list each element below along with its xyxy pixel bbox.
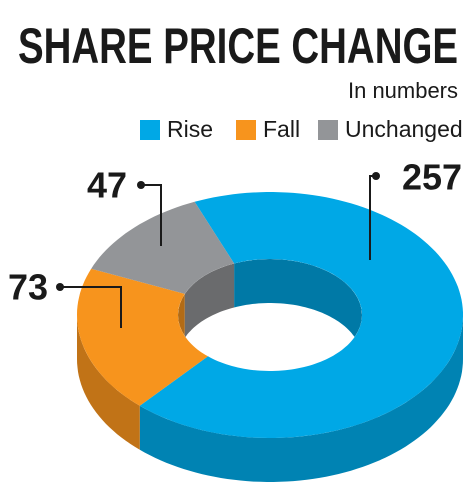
side-walls [77, 315, 464, 482]
legend-swatch [140, 120, 160, 140]
slice [91, 201, 235, 294]
value-label: 73 [8, 267, 48, 308]
leader-dot [372, 172, 380, 180]
slice-inner-side [184, 263, 235, 338]
legend-label: Rise [167, 116, 213, 142]
chart-title: SHARE PRICE CHANGE [18, 18, 458, 74]
chart-subtitle: In numbers [348, 78, 458, 103]
slice [139, 192, 464, 438]
slice-inner-side [234, 259, 362, 359]
leader-dot [137, 181, 145, 189]
slice-side [77, 315, 140, 450]
legend: Rise Fall Unchanged [140, 116, 463, 142]
leader-line [141, 184, 162, 246]
leader-line [60, 286, 122, 328]
legend-label: Unchanged [345, 116, 463, 142]
value-labels: 257 73 47 [8, 157, 462, 328]
slices [77, 192, 464, 438]
slice-side [139, 315, 464, 482]
legend-swatch [318, 120, 338, 140]
legend-swatch [236, 120, 256, 140]
legend-label: Fall [263, 116, 300, 142]
value-label: 47 [87, 165, 127, 206]
leader-dot [56, 283, 64, 291]
slice [77, 268, 208, 406]
value-label: 257 [402, 157, 462, 198]
